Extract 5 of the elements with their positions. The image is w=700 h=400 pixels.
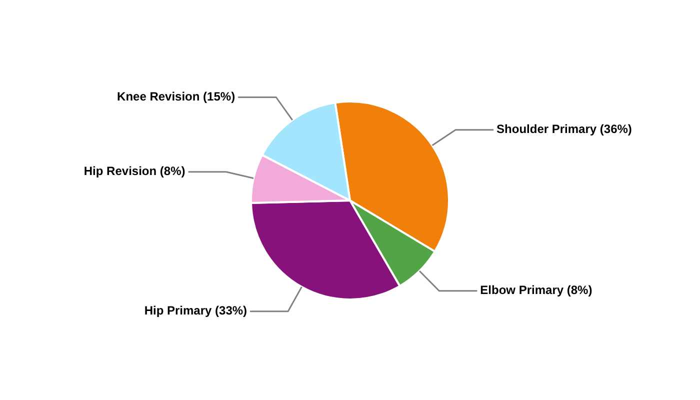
slice-label: Knee Revision (15%) [117, 90, 236, 104]
slice-label: Hip Primary (33%) [144, 304, 248, 318]
slice-label: Hip Revision (8%) [84, 164, 186, 178]
slice-label: Shoulder Primary (36%) [496, 122, 632, 136]
slice-label: Elbow Primary (8%) [480, 283, 592, 298]
